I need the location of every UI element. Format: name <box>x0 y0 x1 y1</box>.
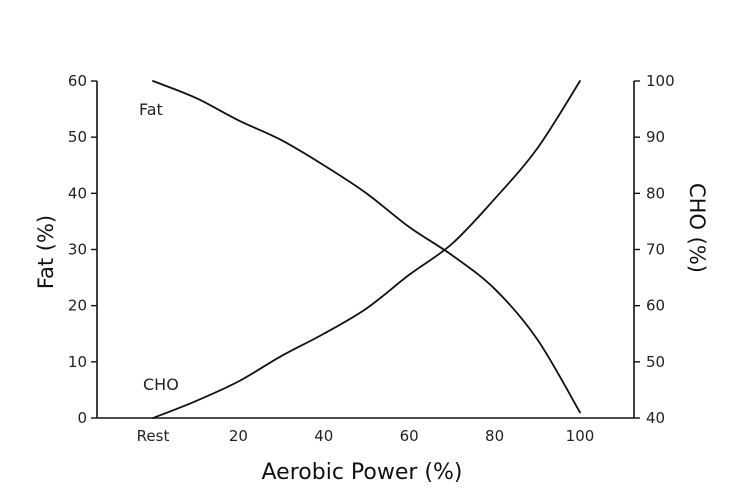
cho-series-line <box>152 80 581 419</box>
right-y-tick-label: 70 <box>646 241 665 259</box>
x-tick-label: 80 <box>485 427 504 445</box>
x-tick-label: 40 <box>314 427 333 445</box>
left-y-tick-label: 20 <box>68 297 87 315</box>
right-y-tick-label: 100 <box>646 72 675 90</box>
left-y-tick-label: 40 <box>68 184 87 202</box>
cho-series-label: CHO <box>143 375 179 394</box>
x-tick-label: Rest <box>137 427 170 445</box>
right-y-tick-label: 90 <box>646 128 665 146</box>
right-y-tick-label: 40 <box>646 409 665 427</box>
x-axis-title: Aerobic Power (%) <box>262 460 463 485</box>
fat-series-line <box>152 80 581 414</box>
right-y-tick-label: 80 <box>646 184 665 202</box>
right-y-tick-label: 50 <box>646 353 665 371</box>
left-y-axis-title: Fat (%) <box>34 215 58 289</box>
left-y-tick-label: 0 <box>77 409 87 427</box>
left-y-tick-label: 60 <box>68 72 87 90</box>
fat-series-label: Fat <box>139 100 163 119</box>
x-tick-label: 100 <box>566 427 595 445</box>
left-y-tick-label: 10 <box>68 353 87 371</box>
left-y-tick-label: 50 <box>68 128 87 146</box>
left-y-tick-label: 30 <box>68 241 87 259</box>
x-tick-label: 20 <box>229 427 248 445</box>
right-y-tick-label: 60 <box>646 297 665 315</box>
x-tick-label: 60 <box>400 427 419 445</box>
right-y-axis-title: CHO (%) <box>685 183 709 273</box>
